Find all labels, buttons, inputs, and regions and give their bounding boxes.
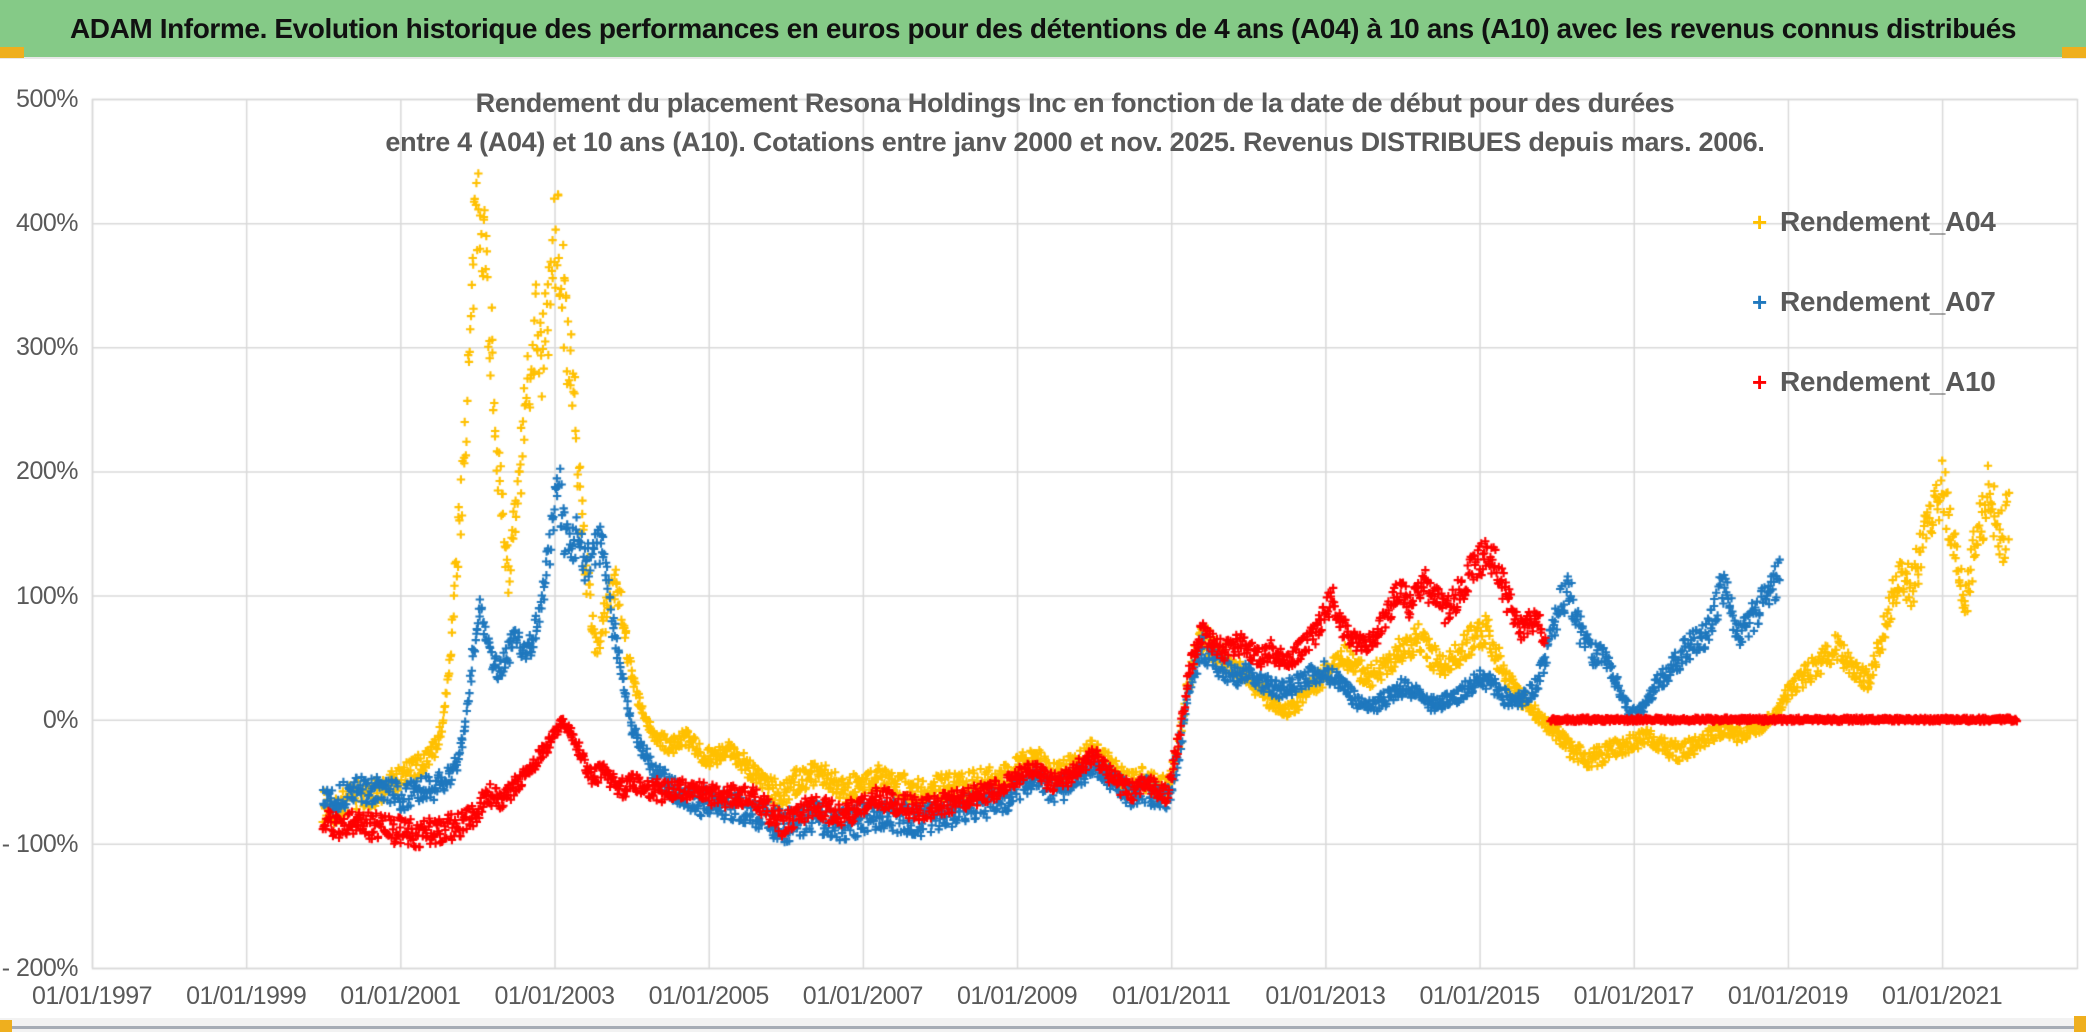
bottom-rule — [0, 1026, 2086, 1029]
legend-item-rendement-a04[interactable]: + Rendement_A04 — [1752, 202, 2072, 242]
x-tick-label: 01/01/2017 — [1573, 982, 1695, 1010]
plus-marker-icon: + — [1752, 286, 1768, 317]
y-tick-label: 400% — [16, 209, 78, 238]
x-tick-label: 01/01/2001 — [340, 982, 461, 1010]
y-tick-label: 200% — [16, 457, 78, 486]
x-tick-label: 01/01/2005 — [648, 982, 770, 1010]
x-tick-label: 01/01/2019 — [1727, 982, 1849, 1010]
x-tick-label: 01/01/2007 — [802, 982, 924, 1010]
chart-title-line-1: Rendement du placement Resona Holdings I… — [475, 88, 1675, 118]
plus-marker-icon: + — [1752, 206, 1768, 237]
x-tick-label: 01/01/1997 — [31, 982, 153, 1010]
corner-accent — [0, 1020, 12, 1032]
x-tick-label: 01/01/2011 — [1112, 982, 1231, 1010]
x-tick-label: 01/01/2013 — [1265, 982, 1386, 1010]
x-tick-label: 01/01/2009 — [956, 982, 1078, 1010]
legend-label: Rendement_A07 — [1780, 286, 1996, 317]
corner-accent — [2062, 47, 2086, 58]
x-tick-label: 01/01/2015 — [1419, 982, 1541, 1010]
y-tick-label: 300% — [16, 333, 78, 362]
y-tick-label: 100% — [16, 581, 78, 610]
x-tick-label: 01/01/1999 — [186, 982, 307, 1010]
y-tick-label: 0% — [42, 705, 79, 734]
y-tick-label: 500% — [16, 85, 78, 113]
x-tick-label: 01/01/2021 — [1882, 982, 2003, 1010]
legend-label: Rendement_A10 — [1780, 366, 1996, 397]
corner-accent — [0, 47, 24, 58]
x-tick-label: 01/01/2003 — [494, 982, 615, 1010]
legend-item-rendement-a10[interactable]: + Rendement_A10 — [1752, 362, 2072, 402]
plus-marker-icon: + — [1752, 366, 1768, 397]
bottom-strip — [0, 1018, 2086, 1032]
corner-accent — [2074, 1016, 2086, 1032]
legend-item-rendement-a07[interactable]: + Rendement_A07 — [1752, 282, 2072, 322]
legend-label: Rendement_A04 — [1780, 206, 1996, 237]
chart-title-line-2: entre 4 (A04) et 10 ans (A10). Cotations… — [385, 127, 1765, 157]
y-tick-label: - 100% — [1, 829, 79, 858]
y-tick-label: - 200% — [1, 954, 79, 982]
chart-title[interactable]: Rendement du placement Resona Holdings I… — [0, 84, 2086, 162]
